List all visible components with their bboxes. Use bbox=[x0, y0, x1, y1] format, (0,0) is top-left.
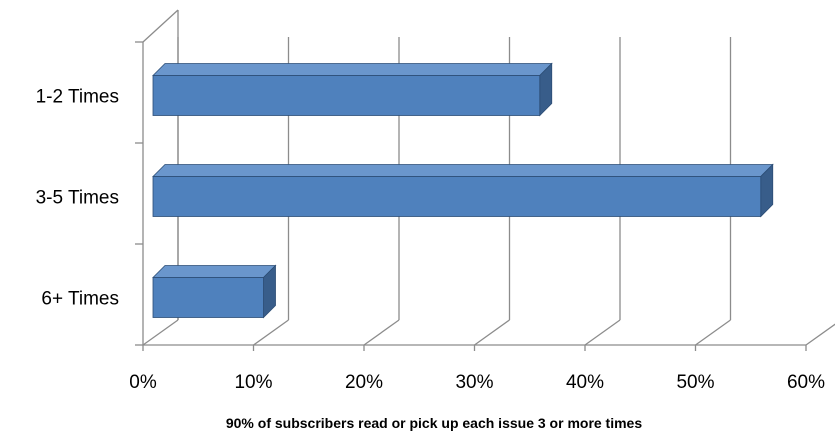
bar-top-face bbox=[152, 265, 277, 278]
category-label: 3-5 Times bbox=[36, 188, 119, 209]
x-tick-label: 0% bbox=[129, 372, 157, 393]
bar-top-face bbox=[152, 63, 553, 76]
x-tick-label: 10% bbox=[234, 372, 272, 393]
bars bbox=[152, 62, 774, 319]
floor-gridline bbox=[695, 319, 731, 346]
bar-front-face bbox=[152, 277, 264, 318]
bar bbox=[152, 264, 277, 319]
bar-front-face bbox=[152, 176, 762, 217]
floor-gridline bbox=[805, 323, 835, 346]
x-axis-title: 90% of subscribers read or pick up each … bbox=[226, 415, 642, 431]
x-tick-label: 30% bbox=[455, 372, 493, 393]
bar bbox=[152, 163, 774, 218]
x-tick-label: 50% bbox=[676, 372, 714, 393]
floor-gridline bbox=[474, 319, 510, 346]
floor-gridline bbox=[142, 319, 179, 346]
x-tick-label: 60% bbox=[787, 372, 825, 393]
bar bbox=[152, 62, 553, 117]
x-tick-label: 40% bbox=[566, 372, 604, 393]
floor-gridline bbox=[363, 319, 400, 346]
side-wall-top-edge bbox=[142, 9, 179, 43]
bar-front-face bbox=[152, 75, 541, 116]
x-tick-label: 20% bbox=[345, 372, 383, 393]
category-label: 1-2 Times bbox=[36, 87, 119, 108]
floor-gridline bbox=[253, 319, 289, 346]
bar-top-face bbox=[152, 164, 774, 177]
category-label: 6+ Times bbox=[41, 289, 119, 310]
floor-gridline bbox=[584, 319, 621, 346]
labels: 1-2 Times 3-5 Times 6+ Times 0% 10% 20% 30% 40%… bbox=[36, 87, 826, 394]
